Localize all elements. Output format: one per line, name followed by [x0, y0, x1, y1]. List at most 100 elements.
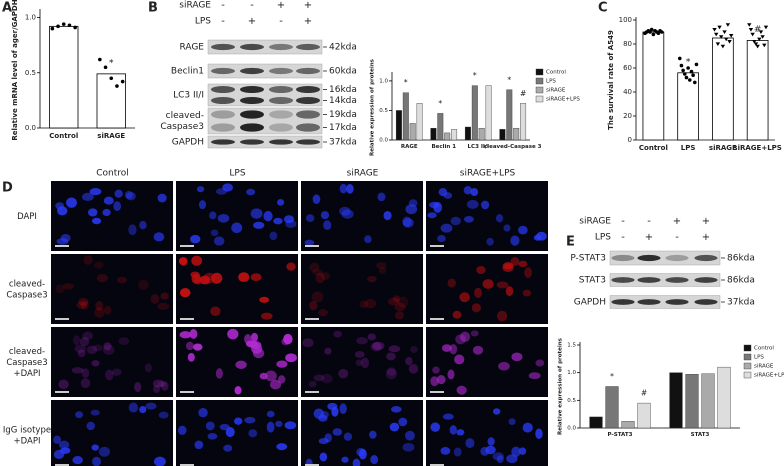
size-label: 37kda: [329, 138, 357, 148]
cell: [339, 206, 351, 216]
scale-bar: [430, 245, 444, 247]
cell: [217, 213, 230, 223]
legend-swatch: [743, 362, 752, 370]
cell: [440, 447, 451, 455]
y-axis-label: Relative expression of proteins: [370, 58, 376, 156]
cell: [370, 455, 379, 465]
cell: [144, 363, 152, 373]
bar: [677, 72, 699, 141]
bar: [712, 37, 734, 141]
cell: [474, 287, 483, 298]
blot-band: [296, 67, 320, 75]
data-point: [686, 66, 690, 70]
cell: [471, 303, 481, 313]
size-label: 16kda: [329, 85, 357, 95]
protein-label: cleaved-: [166, 111, 204, 121]
micrograph: [176, 400, 298, 466]
cell: [454, 354, 465, 365]
bar: [444, 132, 451, 141]
y-tick-label: 0.0: [379, 138, 388, 144]
protein-label: STAT3: [579, 276, 606, 286]
bar: [605, 386, 619, 429]
cell: [320, 211, 330, 220]
data-point: [677, 56, 682, 61]
y-tick-label: 60: [623, 64, 632, 72]
cell: [364, 235, 372, 244]
cell: [309, 262, 320, 272]
cell: [321, 374, 333, 384]
data-point: [109, 76, 114, 81]
cell: [251, 343, 263, 354]
cell: [250, 332, 258, 342]
significance-mark: *: [473, 71, 477, 80]
row-label: IgG isotype: [3, 426, 51, 436]
blot-band: [269, 85, 293, 94]
cell: [189, 328, 198, 339]
cell: [510, 256, 520, 266]
cell: [388, 297, 400, 306]
condition-sign: +: [673, 216, 681, 227]
cell: [535, 428, 543, 440]
data-point: [120, 79, 125, 84]
cell: [386, 367, 397, 376]
condition-sign: -: [647, 216, 651, 227]
bar: [669, 372, 683, 429]
cell: [90, 409, 100, 416]
cell: [128, 402, 139, 413]
bar: [471, 85, 478, 141]
cell: [152, 379, 164, 388]
cell: [402, 442, 415, 452]
blot-band: [211, 96, 235, 105]
column-header: LPS: [229, 169, 245, 179]
cell: [103, 305, 112, 315]
cell: [250, 273, 262, 282]
cell: [283, 215, 295, 224]
cell: [253, 221, 265, 229]
data-point: [67, 23, 72, 28]
x-tick-label: Control: [639, 144, 668, 152]
cell: [323, 220, 332, 230]
cell: [198, 408, 208, 418]
blot-band: [269, 139, 293, 145]
cell: [402, 218, 414, 228]
micrograph: [426, 254, 548, 324]
blot-band: [240, 96, 264, 105]
cell: [91, 444, 99, 451]
row-label: Caspase3: [6, 358, 47, 368]
condition-sign: -: [675, 232, 679, 243]
blot-band: [694, 254, 718, 262]
cell: [312, 194, 321, 205]
cell: [393, 295, 401, 303]
blot-band: [611, 277, 635, 283]
blot-band: [211, 43, 235, 51]
cell: [404, 430, 415, 441]
cell: [480, 446, 490, 456]
data-point: [679, 63, 684, 68]
data-point: [717, 25, 722, 30]
cell: [518, 447, 527, 455]
cell: [266, 421, 275, 433]
cell: [389, 422, 400, 432]
cell: [339, 403, 347, 415]
cell: [324, 347, 332, 355]
row-label: +DAPI: [14, 369, 41, 379]
cell: [284, 421, 297, 430]
cell: [470, 330, 479, 337]
bar: [451, 129, 458, 141]
scale-bar: [305, 318, 319, 320]
legend-swatch: [535, 95, 544, 103]
micrograph: [301, 327, 423, 397]
cell: [231, 222, 243, 234]
cell: [215, 368, 223, 379]
cell: [333, 330, 343, 338]
blot-band: [240, 110, 264, 119]
cell: [318, 437, 329, 445]
cell: [318, 309, 328, 317]
cell: [522, 289, 532, 297]
condition-sign: +: [702, 232, 710, 243]
cell: [102, 208, 111, 217]
bar: [701, 373, 715, 429]
row-label: +DAPI: [14, 437, 41, 447]
blot-band: [211, 85, 235, 94]
cell: [196, 186, 205, 193]
